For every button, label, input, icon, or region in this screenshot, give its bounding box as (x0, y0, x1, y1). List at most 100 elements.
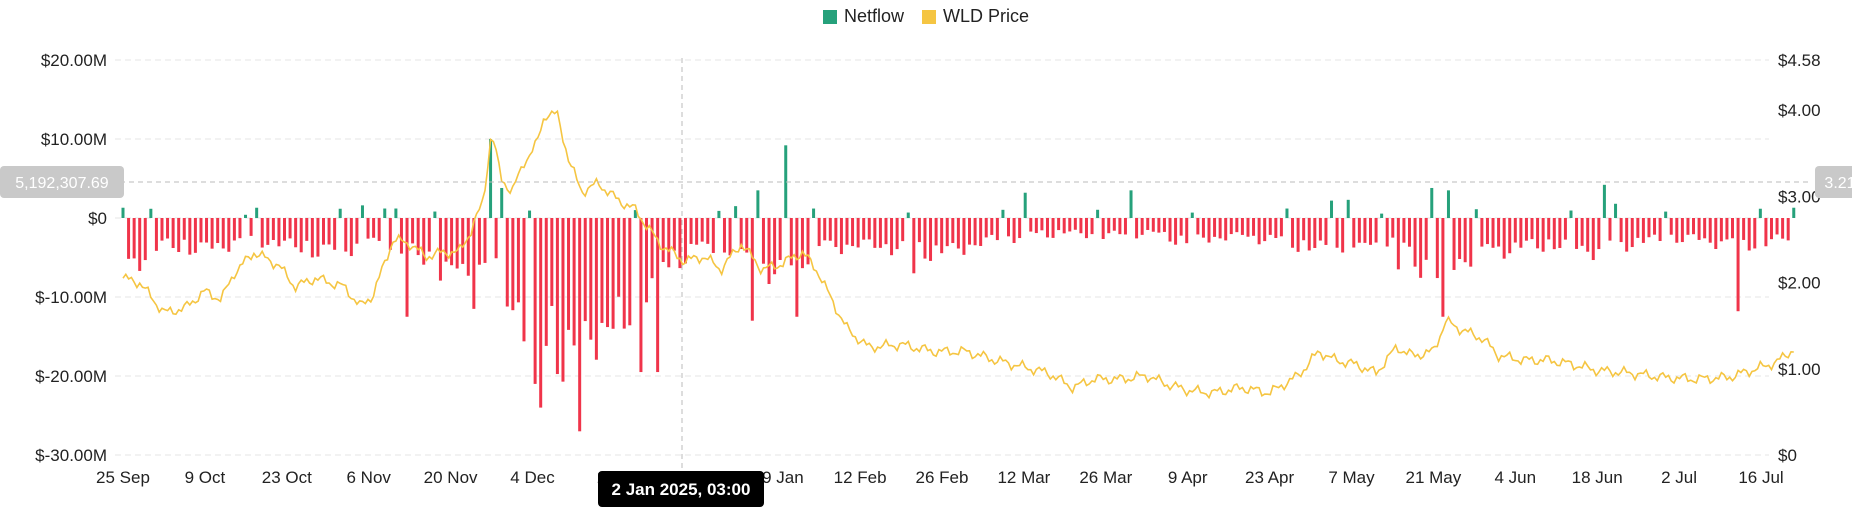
netflow-bar-outflow (1296, 218, 1300, 252)
netflow-bar-outflow (1485, 218, 1489, 245)
netflow-bar-outflow (427, 218, 431, 252)
netflow-bar-outflow (1413, 218, 1417, 267)
netflow-bar-outflow (606, 218, 610, 328)
netflow-bar-outflow (1552, 218, 1556, 250)
netflow-bar-outflow (1268, 218, 1272, 235)
netflow-bar-outflow (327, 218, 331, 245)
netflow-bar-outflow (901, 218, 905, 242)
netflow-bar-outflow (1769, 218, 1773, 240)
x-tick-label: 23 Apr (1245, 468, 1294, 487)
netflow-bar-outflow (995, 218, 999, 241)
netflow-bar-outflow (1419, 218, 1423, 278)
netflow-bar-outflow (711, 218, 715, 253)
netflow-bar-outflow (1407, 218, 1411, 247)
netflow-bar-outflow (1753, 218, 1757, 249)
netflow-bar-outflow (1073, 218, 1077, 230)
netflow-bar-outflow (438, 218, 442, 281)
netflow-bar-outflow (767, 218, 771, 285)
netflow-bar-inflow (433, 211, 437, 218)
y-right-tick-label: $3.00 (1778, 187, 1821, 206)
netflow-bar-outflow (890, 218, 894, 256)
legend-label-netflow: Netflow (843, 6, 904, 26)
netflow-bar-outflow (1363, 218, 1367, 243)
netflow-bar-inflow (1569, 210, 1573, 218)
netflow-bar-outflow (210, 218, 214, 249)
netflow-bar-outflow (305, 218, 309, 241)
netflow-bar-outflow (277, 218, 281, 247)
netflow-bar-outflow (182, 218, 186, 240)
netflow-bar-outflow (1402, 218, 1406, 243)
netflow-bar-outflow (461, 218, 465, 264)
y-right-tick-label: $2.00 (1778, 274, 1821, 293)
crosshair-left-value: 5,192,307.69 (15, 175, 109, 192)
netflow-bar-inflow (1330, 200, 1334, 218)
legend-item-price[interactable]: WLD Price (922, 6, 1029, 27)
netflow-bar-outflow (1257, 218, 1261, 245)
netflow-bar-outflow (806, 218, 810, 265)
netflow-bar-outflow (1179, 218, 1183, 236)
netflow-bar-inflow (633, 210, 637, 218)
netflow-bar-inflow (1614, 203, 1618, 218)
netflow-bar-outflow (1658, 218, 1662, 242)
netflow-bar-outflow (1140, 218, 1144, 235)
netflow-bar-outflow (984, 218, 988, 238)
x-tick-label: 26 Mar (1079, 468, 1132, 487)
y-right-tick-label: $1.00 (1778, 360, 1821, 379)
netflow-bar-outflow (706, 218, 710, 244)
netflow-bar-outflow (1653, 218, 1657, 235)
netflow-bar-outflow (851, 218, 855, 247)
y-left-tick-label: $20.00M (41, 51, 107, 70)
netflow-bar-inflow (489, 139, 493, 218)
netflow-bar-outflow (177, 218, 181, 253)
chart-legend: Netflow WLD Price (0, 6, 1852, 27)
x-tick-label: 29 Jan (753, 468, 804, 487)
netflow-bar-outflow (979, 218, 983, 246)
netflow-bar-outflow (1580, 218, 1584, 246)
crosshair-date-label: 2 Jan 2025, 03:00 (612, 480, 751, 499)
netflow-bar-outflow (1497, 218, 1501, 247)
netflow-bar-outflow (1597, 218, 1601, 250)
y-left-tick-label: $-10.00M (35, 288, 107, 307)
netflow-bar-outflow (1018, 218, 1022, 239)
netflow-bar-outflow (1591, 218, 1595, 261)
netflow-bar-outflow (856, 218, 860, 248)
netflow-bar-outflow (511, 218, 515, 311)
netflow-bar-inflow (244, 214, 248, 218)
netflow-bar-outflow (1012, 218, 1016, 243)
netflow-bar-outflow (956, 218, 960, 249)
netflow-bar-outflow (132, 218, 136, 259)
netflow-bar-outflow (1062, 218, 1066, 234)
netflow-bar-outflow (450, 218, 454, 266)
legend-item-netflow[interactable]: Netflow (822, 6, 904, 27)
netflow-bar-outflow (1508, 218, 1512, 254)
netflow-bar-inflow (756, 190, 760, 218)
netflow-bar-inflow (906, 212, 910, 218)
netflow-bar-outflow (193, 218, 197, 253)
netflow-bar-outflow (249, 218, 253, 236)
netflow-bar-outflow (1123, 218, 1127, 235)
netflow-bar-outflow (310, 218, 314, 258)
x-tick-label: 12 Mar (997, 468, 1050, 487)
netflow-bar-outflow (1157, 218, 1161, 233)
netflow-bar-outflow (1324, 218, 1328, 245)
netflow-bar-outflow (639, 218, 643, 373)
netflow-bar-outflow (1669, 218, 1673, 235)
netflow-bar-outflow (1112, 218, 1116, 231)
netflow-bar-outflow (934, 218, 938, 246)
netflow-bar-inflow (1096, 209, 1100, 218)
netflow-bar-outflow (555, 218, 559, 375)
netflow-bar-outflow (138, 218, 142, 271)
netflow-bar-outflow (1168, 218, 1172, 242)
netflow-bar-inflow (121, 207, 125, 218)
netflow-bar-outflow (695, 218, 699, 245)
netflow-bar-outflow (1714, 218, 1718, 250)
netflow-bar-outflow (1274, 218, 1278, 239)
netflow-bar-outflow (1502, 218, 1506, 259)
netflow-bar-outflow (127, 218, 131, 259)
netflow-bar-outflow (728, 218, 732, 256)
netflow-bar-outflow (1742, 218, 1746, 240)
netflow-bar-inflow (149, 208, 153, 218)
netflow-bar-outflow (645, 218, 649, 303)
